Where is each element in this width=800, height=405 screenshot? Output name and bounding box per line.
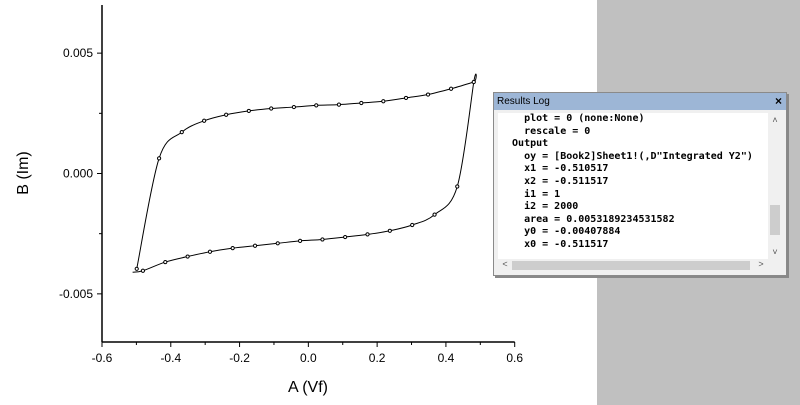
data-point [246, 108, 251, 114]
data-point [291, 104, 297, 110]
y-tick-label: 0.005 [63, 46, 93, 60]
vertical-scrollbar[interactable]: ˄ ˅ [768, 113, 782, 259]
results-log-titlebar[interactable]: Results Log × [494, 93, 786, 110]
data-point [448, 86, 454, 91]
data-point [471, 79, 476, 85]
data-point [336, 102, 342, 107]
scroll-thumb-horizontal[interactable] [512, 261, 750, 270]
scroll-thumb[interactable] [770, 205, 780, 235]
data-point [425, 92, 431, 97]
data-point [134, 266, 139, 271]
log-line: i1 = 1 [500, 188, 561, 200]
data-point [387, 228, 392, 233]
x-tick-label: 0.2 [369, 351, 386, 365]
log-line: Output [500, 138, 549, 150]
log-line: rescale = 0 [500, 125, 591, 137]
data-point [140, 268, 146, 273]
x-tick-label: 0.6 [506, 351, 523, 365]
x-tick-label: -0.2 [229, 351, 250, 365]
x-tick-label: -0.4 [160, 351, 181, 365]
hysteresis-loop-line [132, 73, 477, 273]
scroll-left-icon[interactable]: < [502, 259, 508, 269]
scroll-down-icon[interactable]: ˅ [772, 247, 778, 257]
data-point [455, 184, 460, 189]
x-tick-label: -0.6 [92, 351, 113, 365]
results-log-window: Results Log × plot = 0 (none:None) resca… [493, 92, 787, 276]
results-log-text[interactable]: plot = 0 (none:None) rescale = 0 Output … [498, 113, 770, 259]
data-point [224, 112, 229, 117]
data-point [297, 238, 303, 243]
data-point [314, 103, 319, 108]
y-axis-label: B (Im) [15, 151, 32, 195]
log-line: i2 = 2000 [500, 201, 579, 213]
data-point [381, 99, 386, 104]
y-tick-label: 0.000 [63, 167, 93, 181]
x-tick-label: 0.0 [300, 351, 317, 365]
data-point [275, 241, 280, 246]
data-point [269, 106, 274, 111]
data-point [359, 100, 364, 106]
data-point [343, 234, 348, 240]
hysteresis-chart: -0.6 -0.4 -0.2 0.0 0.2 0.4 0.6 -0.005 0.000 0.005… [15, 5, 523, 396]
close-icon[interactable]: × [774, 94, 782, 108]
data-point [207, 249, 213, 254]
horizontal-scrollbar[interactable]: < > [498, 259, 768, 272]
log-line: x2 = -0.511517 [500, 175, 609, 187]
log-line: plot = 0 (none:None) [500, 113, 645, 124]
log-line: x0 = -0.511517 [500, 238, 609, 250]
data-point [179, 129, 184, 135]
scroll-up-icon[interactable]: ˄ [772, 115, 778, 125]
data-point [410, 222, 415, 228]
results-log-title: Results Log [497, 96, 550, 107]
log-line: area = 0.0053189234531582 [500, 213, 675, 225]
log-line: y0 = -0.00407884 [500, 226, 621, 238]
data-point [163, 259, 168, 265]
x-tick-label: 0.4 [438, 351, 455, 365]
data-point [403, 95, 409, 101]
data-point [230, 246, 235, 251]
log-line: oy = [Book2]Sheet1!(,D"Integrated Y2") [500, 150, 753, 162]
log-line: x1 = -0.510517 [500, 163, 609, 175]
scroll-right-icon[interactable]: > [758, 259, 764, 269]
data-point [320, 237, 325, 242]
data-point [252, 243, 258, 248]
data-point [365, 232, 370, 237]
data-point [202, 118, 207, 123]
y-tick-label: -0.005 [59, 287, 93, 301]
data-point [432, 212, 437, 217]
data-point [156, 156, 162, 161]
x-axis-label: A (Vf) [288, 379, 328, 396]
data-point [185, 254, 190, 259]
